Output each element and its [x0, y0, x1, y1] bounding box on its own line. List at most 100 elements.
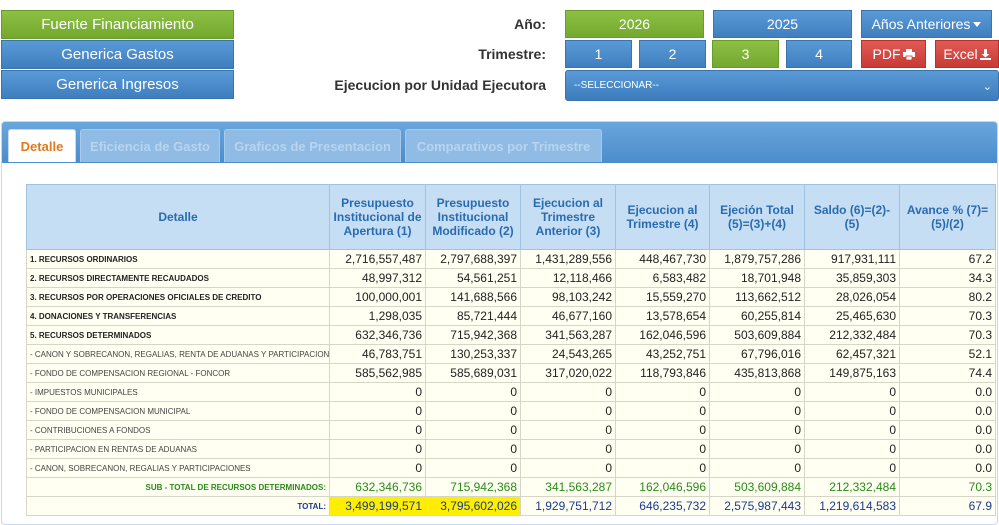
subtotal-row: SUB - TOTAL DE RECURSOS DETERMINADOS: 632…	[26, 477, 996, 497]
col-header-ejec-anterior: Ejecucion al Trimestre Anterior (3)	[520, 184, 616, 250]
tab-bar: Detalle Eficiencia de Gasto Graficos de …	[2, 122, 997, 163]
cell-value: 2,797,688,397	[425, 249, 521, 269]
cell-value: 0	[425, 401, 521, 421]
col-header-pia: Presupuesto Institucional de Apertura (1…	[329, 184, 426, 250]
cell-value: 70.3	[899, 477, 996, 497]
pdf-button[interactable]: PDF	[861, 40, 926, 68]
cell-value: 35,859,303	[804, 268, 900, 288]
table-row: 4. DONACIONES Y TRANSFERENCIAS 1,298,035 8…	[26, 306, 996, 326]
table-row: - CANON Y SOBRECANON, REGALIAS, RENTA DE…	[26, 344, 996, 364]
cell-value: 341,563,287	[520, 325, 616, 345]
cell-value: 0	[520, 401, 616, 421]
col-header-ejec-trimestre: Ejecucion al Trimestre (4)	[615, 184, 710, 250]
table-row: 2. RECURSOS DIRECTAMENTE RECAUDADOS 48,99…	[26, 268, 996, 288]
row-label: SUB - TOTAL DE RECURSOS DETERMINADOS:	[26, 477, 330, 497]
cell-value: 0	[709, 382, 805, 402]
chevron-down-icon: ⌄	[982, 81, 992, 93]
tab-graficos[interactable]: Graficos de Presentacion	[224, 129, 401, 162]
excel-button[interactable]: Excel	[935, 40, 999, 68]
download-icon	[979, 48, 991, 60]
tab-detalle[interactable]: Detalle	[8, 129, 76, 162]
cell-value: 632,346,736	[329, 325, 426, 345]
cell-value: 317,020,022	[520, 363, 616, 383]
cell-value: 70.3	[899, 306, 996, 326]
cell-value: 100,000,001	[329, 287, 426, 307]
cell-value: 141,688,566	[425, 287, 521, 307]
anios-anteriores-dropdown[interactable]: Años Anteriores	[861, 10, 992, 38]
generica-gastos-button[interactable]: Generica Gastos	[1, 40, 234, 69]
cell-value: 162,046,596	[615, 325, 710, 345]
cell-value: 54,561,251	[425, 268, 521, 288]
cell-value: 3,795,602,026	[425, 496, 521, 516]
row-label: 1. RECURSOS ORDINARIOS	[26, 249, 330, 269]
cell-value: 162,046,596	[615, 477, 710, 497]
fuente-financiamiento-button[interactable]: Fuente Financiamiento	[1, 10, 234, 39]
cell-value: 48,997,312	[329, 268, 426, 288]
row-label: 4. DONACIONES Y TRANSFERENCIAS	[26, 306, 330, 326]
row-label: - IMPUESTOS MUNICIPALES	[26, 382, 330, 402]
cell-value: 503,609,884	[709, 477, 805, 497]
cell-value: 67.9	[899, 496, 996, 516]
cell-value: 448,467,730	[615, 249, 710, 269]
year-2026-button[interactable]: 2026	[565, 10, 704, 38]
cell-value: 0	[329, 420, 426, 440]
cell-value: 113,662,512	[709, 287, 805, 307]
cell-value: 0	[425, 420, 521, 440]
row-label: - FONDO DE COMPENSACION MUNICIPAL	[26, 401, 330, 421]
cell-value: 0	[329, 382, 426, 402]
cell-value: 3,499,199,571	[329, 496, 426, 516]
trimestre-3-button[interactable]: 3	[712, 40, 779, 68]
cell-value: 80.2	[899, 287, 996, 307]
anio-label: Año:	[514, 16, 546, 32]
cell-value: 435,813,868	[709, 363, 805, 383]
row-label: - PARTICIPACION EN RENTAS DE ADUANAS	[26, 439, 330, 459]
cell-value: 0	[615, 458, 710, 478]
row-label: 3. RECURSOS POR OPERACIONES OFICIALES DE…	[26, 287, 330, 307]
generica-ingresos-button[interactable]: Generica Ingresos	[1, 70, 234, 99]
tab-eficiencia[interactable]: Eficiencia de Gasto	[80, 129, 220, 162]
cell-value: 67.2	[899, 249, 996, 269]
cell-value: 60,255,814	[709, 306, 805, 326]
select-value: --SELECCIONAR--	[574, 80, 660, 91]
cell-value: 130,253,337	[425, 344, 521, 364]
cell-value: 0	[709, 401, 805, 421]
unidad-ejecutora-select[interactable]: --SELECCIONAR-- ⌄	[565, 70, 999, 101]
table-row: - FONDO DE COMPENSACION REGIONAL - FONCO…	[26, 363, 996, 383]
cell-value: 0	[615, 401, 710, 421]
year-2025-button[interactable]: 2025	[713, 10, 852, 38]
cell-value: 1,431,289,556	[520, 249, 616, 269]
table-row: 1. RECURSOS ORDINARIOS 2,716,557,487 2,797…	[26, 249, 996, 269]
trimestre-1-button[interactable]: 1	[565, 40, 632, 68]
caret-down-icon	[973, 21, 982, 27]
cell-value: 2,716,557,487	[329, 249, 426, 269]
cell-value: 149,875,163	[804, 363, 900, 383]
cell-value: 0.0	[899, 382, 996, 402]
cell-value: 24,543,265	[520, 344, 616, 364]
cell-value: 0.0	[899, 439, 996, 459]
table-row: - CANON, SOBRECANON, REGALIAS Y PARTICIP…	[26, 458, 996, 478]
cell-value: 0	[520, 458, 616, 478]
cell-value: 0	[615, 439, 710, 459]
cell-value: 0	[329, 439, 426, 459]
cell-value: 646,235,732	[615, 496, 710, 516]
cell-value: 15,559,270	[615, 287, 710, 307]
row-label: TOTAL:	[26, 496, 330, 516]
tab-comparativos[interactable]: Comparativos por Trimestre	[405, 129, 602, 162]
cell-value: 12,118,466	[520, 268, 616, 288]
cell-value: 0.0	[899, 401, 996, 421]
cell-value: 715,942,368	[425, 325, 521, 345]
col-header-avance: Avance % (7)=(5)/(2)	[899, 184, 996, 250]
unidad-ejecutora-label: Ejecucion por Unidad Ejecutora	[334, 77, 546, 93]
col-header-pim: Presupuesto Institucional Modificado (2)	[425, 184, 521, 250]
trimestre-4-button[interactable]: 4	[786, 40, 852, 68]
cell-value: 715,942,368	[425, 477, 521, 497]
trimestre-label: Trimestre:	[478, 46, 546, 62]
cell-value: 585,562,985	[329, 363, 426, 383]
row-label: 5. RECURSOS DETERMINADOS	[26, 325, 330, 345]
cell-value: 46,677,160	[520, 306, 616, 326]
cell-value: 85,721,444	[425, 306, 521, 326]
trimestre-2-button[interactable]: 2	[639, 40, 706, 68]
cell-value: 0	[709, 420, 805, 440]
cell-value: 28,026,054	[804, 287, 900, 307]
cell-value: 0	[329, 458, 426, 478]
